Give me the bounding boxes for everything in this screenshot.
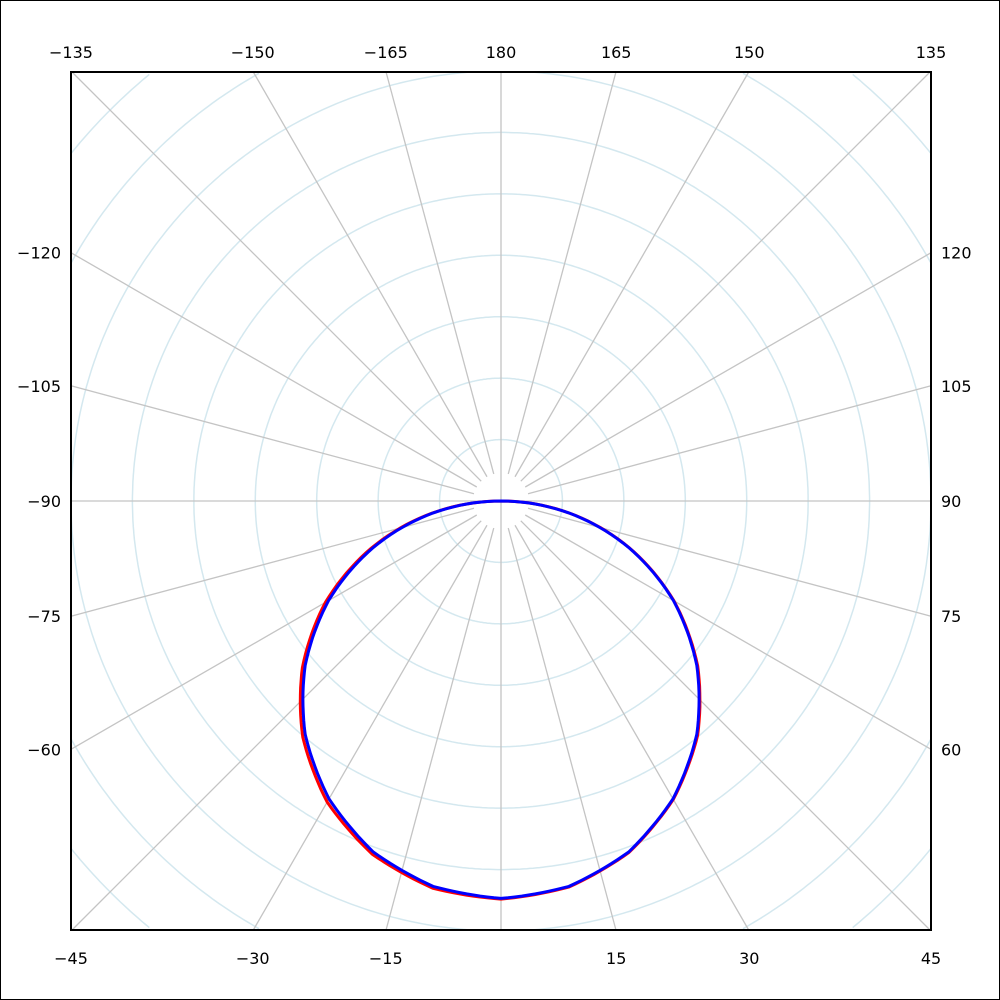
grid-ring [70, 72, 932, 930]
angle-tick-label: −75 [27, 607, 61, 626]
data-series [298, 499, 702, 901]
angle-tick-label: 75 [941, 607, 961, 626]
angle-tick-label: 180 [486, 43, 517, 62]
grid-spoke [71, 71, 482, 482]
angle-tick-label: −45 [54, 949, 88, 968]
grid-spoke [514, 71, 750, 478]
grid-spoke [71, 520, 482, 931]
grid-spoke [520, 71, 931, 482]
grid-spoke [385, 527, 495, 931]
angle-tick-label: 165 [601, 43, 632, 62]
series-line-2 [301, 499, 701, 900]
grid-spoke [385, 71, 495, 475]
angle-tick-label: 45 [921, 949, 941, 968]
grid-spoke [507, 527, 617, 931]
angle-tick-label: 105 [941, 377, 972, 396]
angle-tick-label: −135 [49, 43, 93, 62]
plot-frame [70, 71, 932, 931]
angle-tick-label: 120 [941, 244, 972, 263]
angle-tick-label: 60 [941, 740, 961, 759]
grid-spoke [524, 514, 932, 750]
grid-spokes [70, 71, 932, 931]
angle-tick-label: 135 [916, 43, 947, 62]
grid-spoke [70, 507, 475, 617]
angle-tick-labels: −135 −150 −165 180 165 150 135 −120 −105 −90 −75 −6… [17, 43, 972, 968]
angle-tick-label: −15 [369, 949, 403, 968]
angle-tick-label: 90 [941, 492, 961, 511]
grid-ring [70, 73, 932, 929]
grid-spoke [252, 524, 488, 931]
grid-spoke [507, 71, 617, 475]
grid-spoke [520, 520, 931, 931]
angle-tick-label: −165 [364, 43, 408, 62]
grid-spoke [514, 524, 750, 931]
angle-tick-label: 15 [606, 949, 626, 968]
angle-tick-label: 30 [739, 949, 759, 968]
angle-tick-label: −90 [27, 492, 61, 511]
grid-spoke [527, 507, 932, 617]
grid-spoke [70, 252, 478, 488]
grid-spoke [70, 385, 475, 495]
angle-tick-label: −120 [17, 244, 61, 263]
grid-spoke [527, 385, 932, 495]
grid-spoke [524, 252, 932, 488]
angle-tick-label: 150 [734, 43, 765, 62]
grid-spoke [252, 71, 488, 478]
angle-tick-label: −150 [231, 43, 275, 62]
angle-tick-label: −105 [17, 377, 61, 396]
grid-spoke [70, 514, 478, 750]
angle-tick-label: −60 [27, 740, 61, 759]
angle-tick-label: −30 [236, 949, 270, 968]
